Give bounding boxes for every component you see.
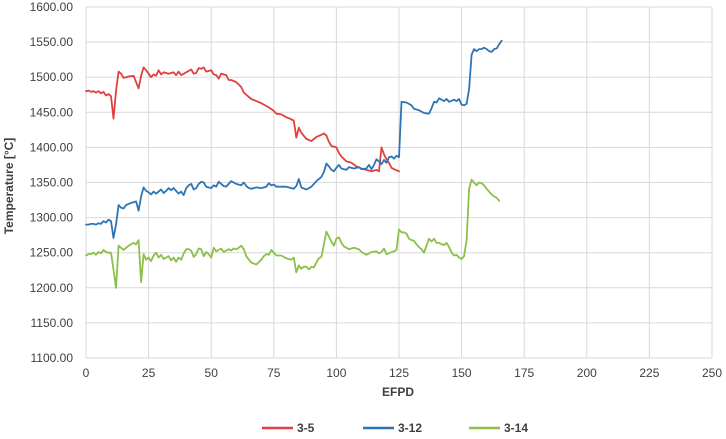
y-axis-title: Temperature [°C] <box>2 138 16 235</box>
y-tick-label: 1550.00 <box>30 35 74 49</box>
x-tick-label: 100 <box>326 366 346 380</box>
x-tick-label: 250 <box>702 366 722 380</box>
legend-label-3-5: 3-5 <box>297 421 315 435</box>
y-tick-label: 1400.00 <box>30 140 74 154</box>
y-tick-label: 1300.00 <box>30 211 74 225</box>
y-tick-label: 1450.00 <box>30 105 74 119</box>
x-tick-label: 0 <box>83 366 90 380</box>
x-tick-label: 50 <box>205 366 219 380</box>
series-line-3-5 <box>85 66 400 173</box>
y-tick-label: 1100.00 <box>31 351 74 365</box>
legend-label-3-14: 3-14 <box>504 421 528 435</box>
x-tick-label: 75 <box>267 366 281 380</box>
y-axis-tick-labels: 1100.00 1150.00 1200.00 1250.00 1300.00 1350.… <box>30 0 74 365</box>
y-tick-label: 1350.00 <box>30 176 74 190</box>
x-axis-tick-labels: 0 25 50 75 100 125 150 175 200 225 250 <box>83 366 723 380</box>
y-tick-label: 1250.00 <box>30 246 74 260</box>
x-tick-label: 125 <box>389 366 409 380</box>
x-tick-label: 225 <box>639 366 659 380</box>
legend: 3-5 3-12 3-14 <box>262 421 528 435</box>
y-tick-label: 1500.00 <box>30 70 74 84</box>
series-line-3-12 <box>85 39 503 239</box>
gridlines <box>85 6 713 359</box>
y-tick-label: 1600.00 <box>30 0 74 14</box>
x-tick-label: 25 <box>142 366 156 380</box>
y-tick-label: 1150.00 <box>31 316 74 330</box>
x-axis-title: EFPD <box>382 385 414 399</box>
legend-label-3-12: 3-12 <box>398 421 422 435</box>
plot-series <box>85 39 503 289</box>
series-line-3-14 <box>85 178 501 289</box>
x-tick-label: 150 <box>452 366 472 380</box>
x-tick-label: 200 <box>577 366 597 380</box>
y-tick-label: 1200.00 <box>30 281 74 295</box>
x-tick-label: 175 <box>514 366 534 380</box>
